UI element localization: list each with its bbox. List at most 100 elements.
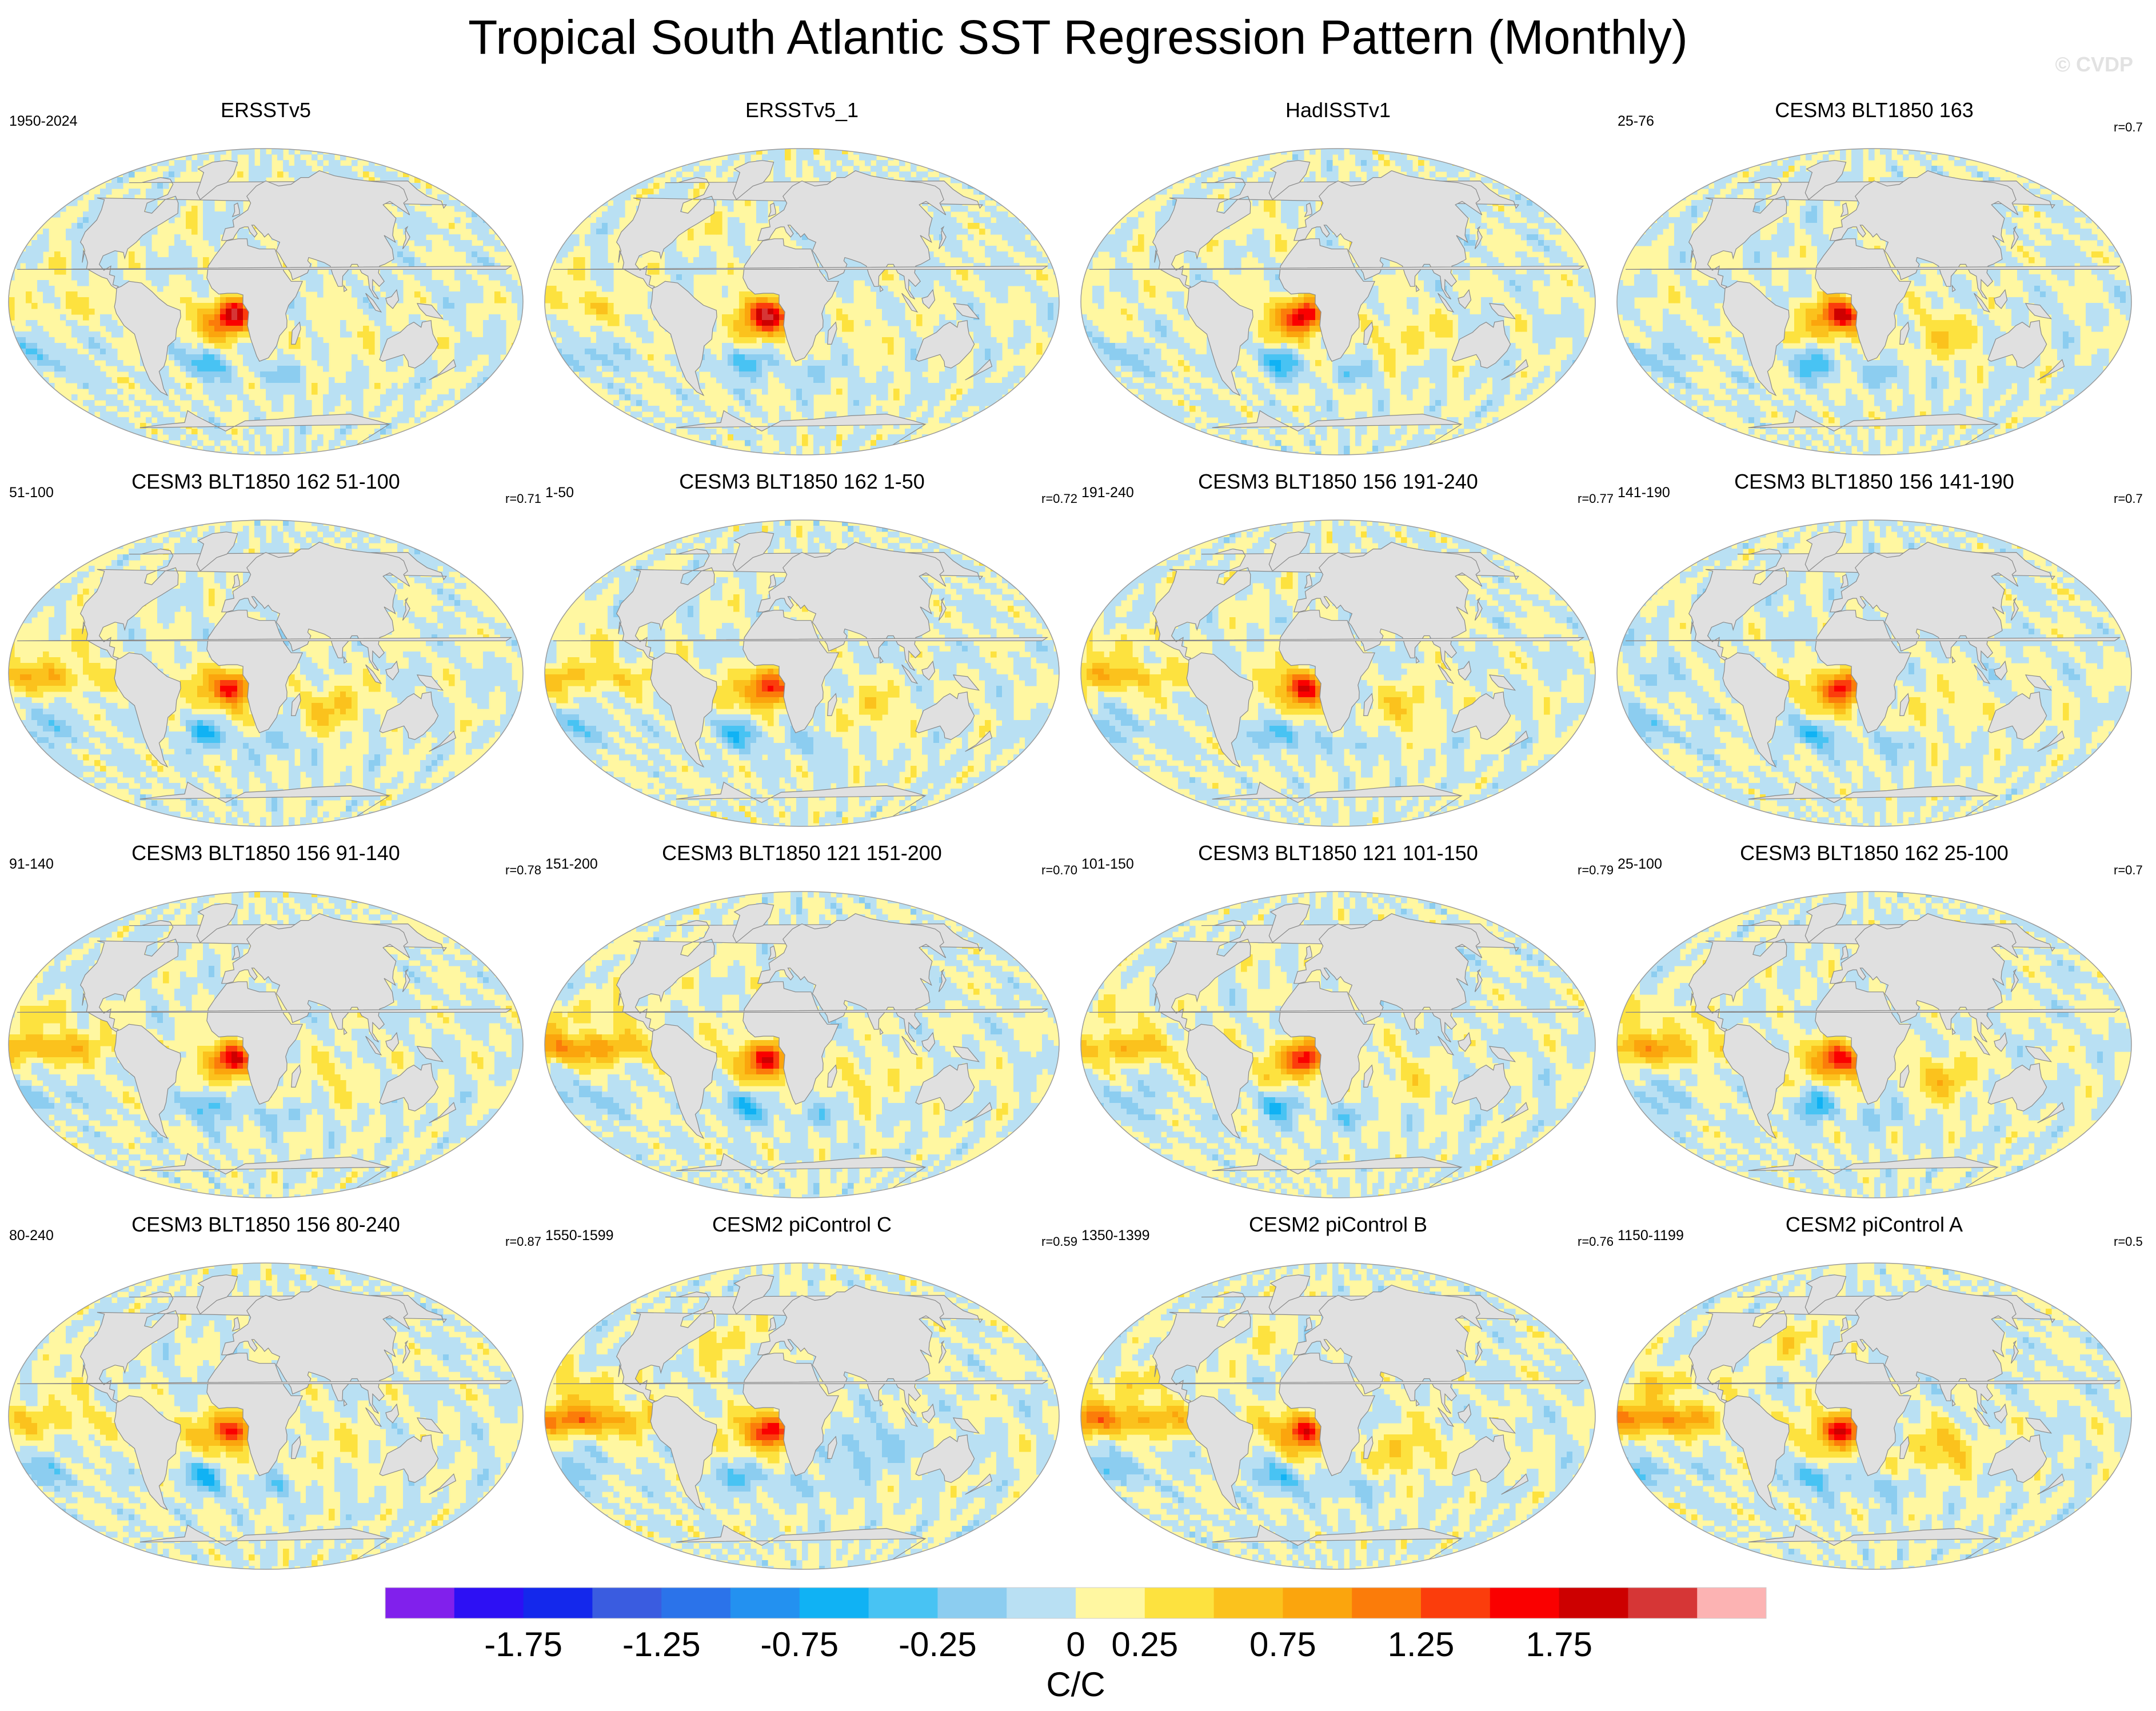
field-cell: [209, 200, 215, 206]
field-cell: [209, 394, 215, 401]
field-cell: [420, 429, 426, 435]
field-cell: [9, 171, 15, 178]
field-cell: [26, 383, 32, 389]
field-cell: [83, 423, 89, 429]
field-cell: [670, 274, 677, 281]
field-cell: [899, 274, 905, 281]
field-cell: [191, 371, 198, 378]
field-cell: [836, 354, 843, 361]
field-cell: [466, 331, 472, 338]
field-cell: [939, 434, 945, 441]
field-cell: [106, 383, 112, 389]
field-cell: [739, 246, 745, 252]
field-cell: [710, 326, 717, 332]
field-cell: [665, 263, 671, 269]
field-cell: [951, 394, 957, 401]
field-cell: [472, 194, 478, 201]
field-cell: [437, 303, 444, 309]
field-cell: [409, 400, 415, 406]
field-cell: [392, 331, 398, 338]
field-cell: [779, 406, 785, 412]
field-cell: [220, 377, 226, 383]
field-cell: [260, 360, 266, 366]
field-cell: [602, 217, 608, 223]
field-cell: [60, 371, 66, 378]
field-cell: [466, 206, 472, 212]
field-cell: [739, 377, 745, 383]
field-cell: [506, 274, 512, 281]
field-cell: [289, 377, 295, 383]
field-cell: [562, 206, 568, 212]
field-cell: [596, 194, 602, 201]
field-cell: [494, 269, 501, 275]
field-cell: [608, 274, 614, 281]
field-cell: [449, 234, 455, 241]
field-cell: [517, 177, 523, 183]
field-cell: [585, 194, 591, 201]
field-cell: [249, 234, 255, 241]
field-cell: [882, 274, 888, 281]
field-cell: [579, 263, 585, 269]
field-cell: [985, 166, 991, 172]
field-cell: [489, 166, 495, 172]
field-cell: [933, 263, 940, 269]
field-cell: [991, 223, 997, 229]
field-cell: [100, 200, 106, 206]
field-cell: [973, 263, 980, 269]
field-cell: [31, 377, 38, 383]
field-cell: [968, 223, 974, 229]
field-cell: [306, 320, 312, 326]
field-cell: [43, 354, 49, 361]
field-cell: [602, 263, 608, 269]
field-cell: [220, 149, 226, 155]
field-cell: [129, 160, 135, 166]
field-cell: [750, 411, 757, 418]
field-cell: [602, 240, 608, 246]
field-cell: [848, 263, 854, 269]
field-cell: [831, 366, 837, 372]
field-cell: [550, 194, 557, 201]
field-cell: [100, 349, 106, 355]
field-cell: [848, 274, 854, 281]
field-cell: [1025, 154, 1031, 161]
field-cell: [733, 371, 740, 378]
field-cell: [106, 349, 112, 355]
field-cell: [779, 337, 785, 343]
field-cell: [214, 211, 221, 218]
field-cell: [573, 394, 580, 401]
field-cell: [608, 263, 614, 269]
field-cell: [306, 411, 312, 418]
field-cell: [54, 206, 61, 212]
field-cell: [443, 183, 449, 189]
field-cell: [9, 417, 15, 423]
field-cell: [550, 417, 557, 423]
field-cell: [414, 149, 421, 155]
field-cell: [500, 200, 506, 206]
field-cell: [489, 423, 495, 429]
field-cell: [289, 303, 295, 309]
field-cell: [825, 320, 831, 326]
field-cell: [214, 366, 221, 372]
field-cell: [871, 149, 877, 155]
field-cell: [191, 429, 198, 435]
field-cell: [613, 360, 620, 366]
field-cell: [214, 234, 221, 241]
field-cell: [226, 406, 232, 412]
field-cell: [186, 223, 192, 229]
field-cell: [945, 274, 951, 281]
field-cell: [454, 189, 461, 195]
field-cell: [962, 154, 968, 161]
field-cell: [477, 343, 484, 349]
field-cell: [180, 366, 186, 372]
field-cell: [922, 263, 928, 269]
field-cell: [996, 171, 1003, 178]
field-cell: [625, 417, 631, 423]
field-cell: [865, 400, 871, 406]
field-cell: [129, 451, 135, 455]
field-cell: [790, 434, 797, 441]
field-cell: [1036, 394, 1043, 401]
field-cell: [14, 217, 21, 223]
field-cell: [163, 183, 169, 189]
field-cell: [602, 417, 608, 423]
field-cell: [517, 417, 523, 423]
